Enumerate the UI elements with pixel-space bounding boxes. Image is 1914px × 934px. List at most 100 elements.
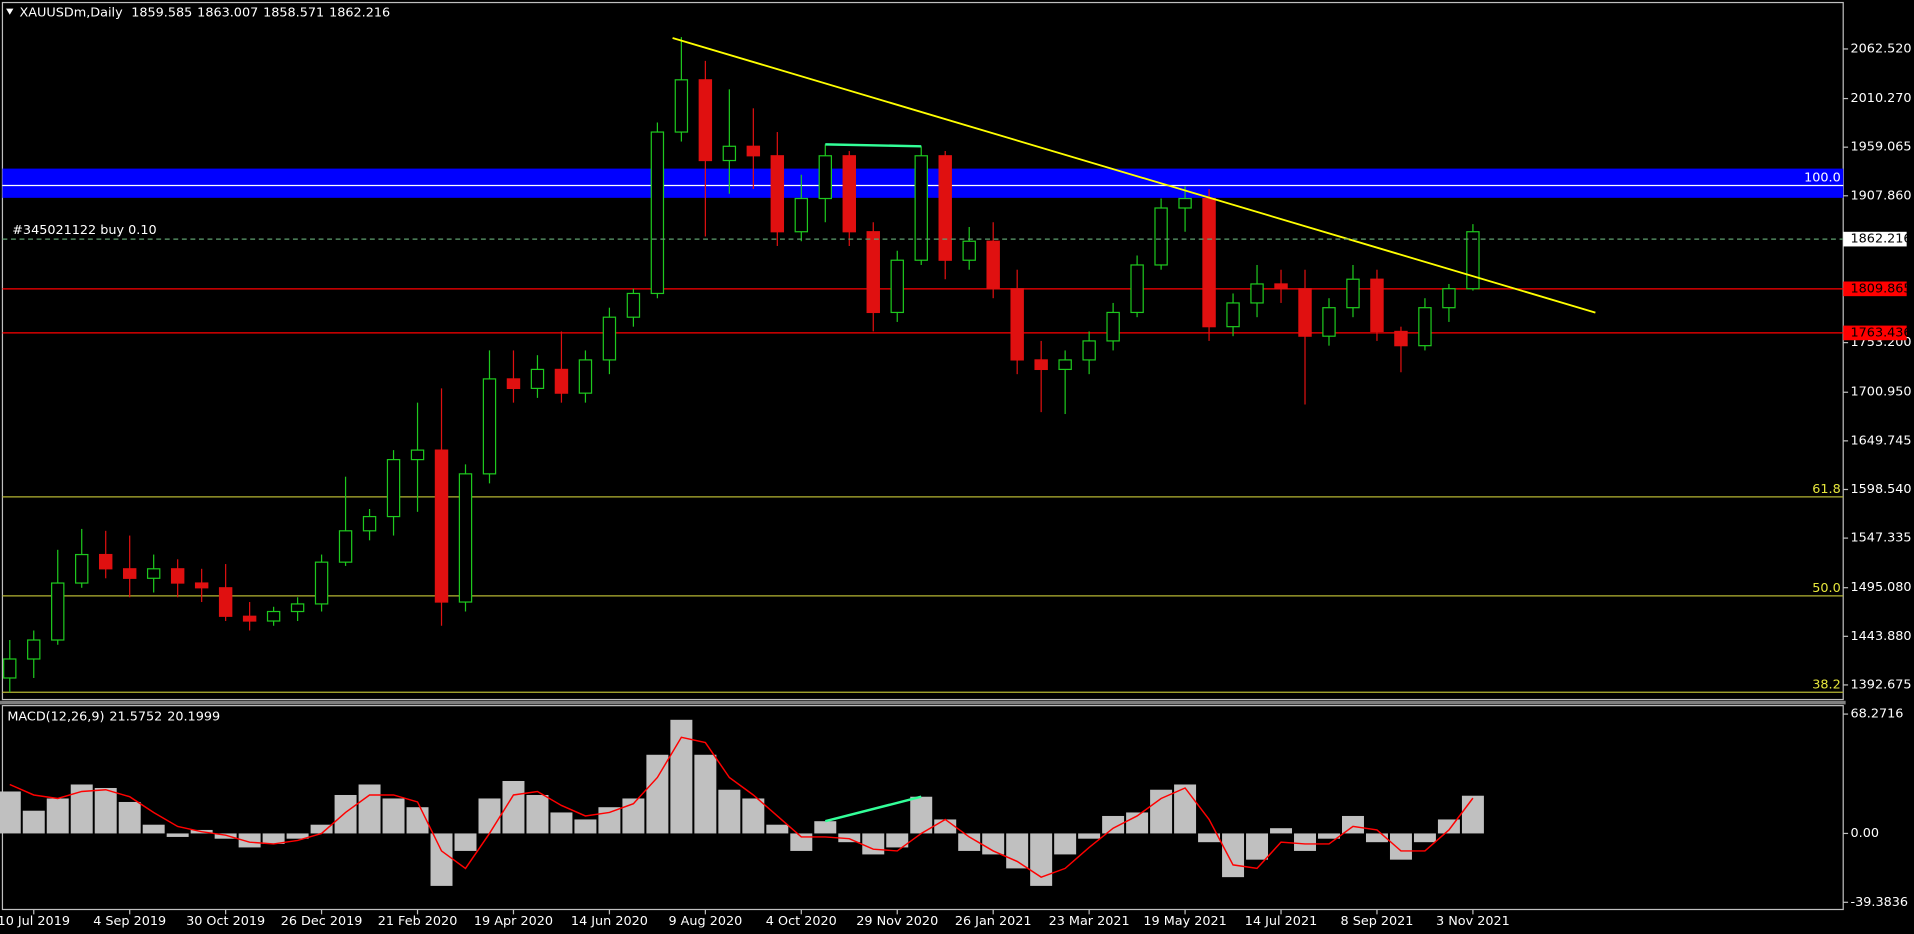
candle-body — [1298, 288, 1312, 337]
candle-body — [1274, 283, 1288, 290]
macd-bar — [550, 812, 573, 834]
candle-body — [890, 259, 904, 314]
y-tick-label: 2010.270 — [1851, 91, 1912, 106]
candle-body — [194, 582, 209, 589]
candle-body — [458, 473, 473, 603]
candle-body — [674, 79, 689, 133]
macd-bar — [862, 833, 885, 855]
y-tick-label: 1959.065 — [1851, 140, 1912, 155]
macd-bar — [166, 833, 189, 837]
candle-body — [51, 582, 65, 641]
candle-body — [170, 568, 185, 584]
candle-body — [290, 603, 305, 613]
fib-label: 61.8 — [1812, 482, 1841, 497]
candle-body — [1442, 288, 1456, 309]
y-tick-label: 2062.520 — [1851, 41, 1912, 56]
x-tick-label: 10 Jul 2019 — [0, 914, 70, 929]
open-value: 1859.585 — [131, 5, 192, 20]
y-tick-label: 1547.335 — [1851, 531, 1912, 546]
candle-body — [1058, 359, 1072, 371]
macd-bar — [1246, 833, 1269, 860]
candle-body — [650, 131, 665, 295]
candle-body — [818, 155, 833, 200]
macd-bar — [1174, 784, 1197, 834]
candle-body — [962, 240, 976, 261]
candle-body — [866, 231, 880, 314]
low-value: 1858.571 — [263, 5, 324, 20]
candle-body — [434, 449, 449, 603]
y-tick-label: 1907.860 — [1851, 188, 1912, 203]
macd-bar — [910, 796, 933, 834]
x-tick-label: 19 May 2021 — [1143, 914, 1226, 929]
current-price-tag — [1843, 231, 1907, 247]
y-tick-label: 1495.080 — [1851, 580, 1912, 595]
x-tick-label: 21 Feb 2020 — [378, 914, 458, 929]
macd-bar — [286, 833, 309, 839]
macd-bar — [886, 833, 909, 848]
x-tick-label: 19 Apr 2020 — [474, 914, 553, 929]
macd-bar — [1198, 833, 1221, 843]
macd-bar — [934, 819, 957, 834]
macd-bar — [70, 784, 93, 834]
candle-body — [1010, 288, 1024, 361]
candle-body — [578, 359, 593, 394]
x-tick-label: 26 Dec 2019 — [281, 914, 363, 929]
macd-bar — [694, 754, 717, 834]
candle-body — [1346, 278, 1360, 309]
candle-body — [554, 368, 569, 394]
macd-bar — [1341, 815, 1364, 834]
macd-bar — [430, 833, 453, 886]
macd-bar — [310, 824, 333, 834]
macd-bar — [838, 833, 861, 843]
candle-body — [1082, 340, 1096, 361]
macd-bar — [670, 719, 693, 834]
candle-body — [1178, 197, 1192, 209]
macd-bar — [814, 821, 837, 834]
macd-bar — [1030, 833, 1053, 886]
candle-body — [1394, 330, 1408, 347]
x-tick-label: 29 Nov 2020 — [856, 914, 938, 929]
macd-bar — [1437, 819, 1460, 834]
macd-bar — [982, 833, 1005, 855]
x-tick-label: 8 Sep 2021 — [1340, 914, 1413, 929]
candle-body — [794, 197, 809, 233]
macd-bar — [142, 824, 165, 834]
x-tick-label: 4 Oct 2020 — [766, 914, 837, 929]
x-tick-label: 14 Jul 2021 — [1245, 914, 1317, 929]
price-tag — [1843, 281, 1907, 297]
macd-bar — [958, 833, 981, 851]
candle-body — [1370, 278, 1384, 333]
macd-bar — [1102, 815, 1125, 834]
candle-body — [218, 587, 233, 617]
candle-body — [98, 553, 113, 570]
macd-bar — [478, 798, 501, 834]
macd-bar — [1413, 833, 1436, 843]
panel-separator — [0, 700, 1846, 705]
candle-body — [1250, 283, 1264, 304]
macd-bar — [622, 798, 645, 834]
candle-body — [386, 458, 401, 518]
candle-body — [722, 145, 737, 162]
y-tick-label: -39.3836 — [1851, 895, 1909, 910]
candle-body — [338, 530, 353, 563]
chart-header: XAUUSDm,Daily 1859.585 1863.007 1858.571 186… — [20, 5, 391, 20]
trendline — [672, 37, 1596, 314]
candle-body — [1034, 359, 1048, 371]
macd-bar — [742, 798, 765, 834]
symbol-title: XAUUSDm,Daily — [20, 5, 124, 20]
macd-bar — [1270, 828, 1293, 834]
macd-bar — [334, 794, 357, 834]
price-tag-label: 1763.436 — [1851, 325, 1912, 340]
candle-body — [986, 240, 1000, 290]
candle-body — [1418, 307, 1432, 347]
macd-bar — [1126, 812, 1149, 834]
main-frame — [1, 1, 1844, 701]
candle-body — [362, 515, 377, 532]
menu-arrow[interactable] — [6, 8, 14, 15]
signal-line — [9, 736, 1474, 878]
candle-body — [1322, 307, 1336, 337]
macd-value: 21.5752 — [109, 709, 162, 724]
candle-body — [938, 155, 952, 261]
